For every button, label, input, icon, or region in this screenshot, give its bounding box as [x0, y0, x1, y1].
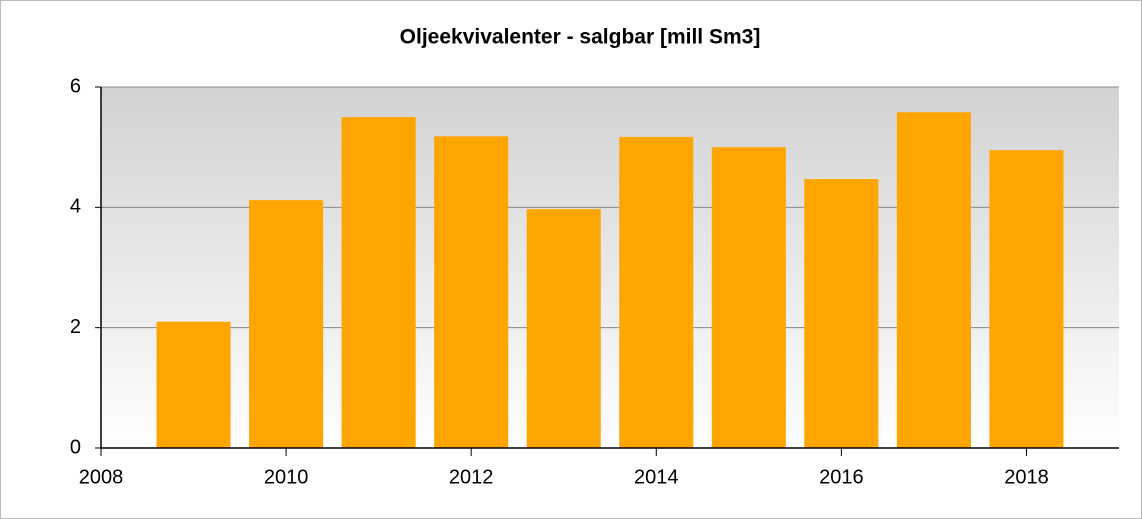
bar — [804, 179, 879, 448]
bar — [619, 136, 694, 448]
bar — [341, 117, 416, 448]
x-tick-label: 2018 — [1004, 466, 1049, 488]
bar — [434, 136, 509, 448]
y-tick-label: 4 — [70, 196, 81, 218]
x-tick-label: 2014 — [634, 466, 679, 488]
bar — [156, 321, 231, 448]
x-tick-label: 2012 — [449, 466, 494, 488]
bar — [526, 209, 601, 448]
x-tick-label: 2010 — [264, 466, 309, 488]
bar — [711, 147, 786, 448]
y-tick-label: 2 — [70, 316, 81, 338]
x-tick-label: 2016 — [819, 466, 864, 488]
bar — [896, 112, 971, 449]
bar — [249, 200, 324, 448]
y-tick-label: 0 — [70, 436, 81, 458]
x-tick-label: 2008 — [79, 466, 124, 488]
bar — [989, 150, 1064, 449]
y-tick-label: 6 — [70, 75, 81, 97]
chart-title: Oljeekvivalenter - salgbar [mill Sm3] — [400, 26, 761, 49]
